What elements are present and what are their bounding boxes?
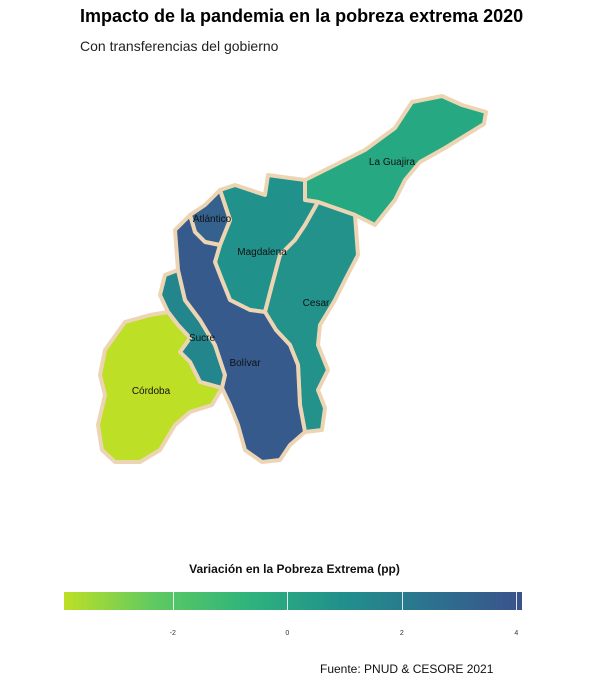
legend-tick-label: 2 — [399, 630, 404, 637]
region-label-cesar: Cesar — [303, 298, 330, 309]
legend-colorbar — [64, 592, 522, 610]
legend-tick-mark — [172, 592, 174, 610]
region-label-la-guajira: La Guajira — [369, 157, 416, 168]
legend-tick-mark — [516, 592, 518, 610]
choropleth-map: La Guajira Atlántico Magdalena Cesar Suc… — [96, 94, 488, 464]
source-note: Fuente: PNUD & CESORE 2021 — [320, 662, 494, 676]
map-subtitle: Con transferencias del gobierno — [80, 38, 279, 54]
legend-tick-mark — [401, 592, 403, 610]
region-label-atlantico: Atlántico — [193, 214, 232, 225]
legend-tick-label: 4 — [514, 630, 519, 637]
legend-tick-label: -2 — [169, 630, 176, 637]
region-label-bolivar: Bolívar — [229, 358, 261, 369]
region-label-sucre: Sucre — [189, 333, 216, 344]
legend-title: Variación en la Pobreza Extrema (pp) — [189, 562, 400, 576]
region-bolivar[interactable] — [173, 213, 307, 464]
region-label-cordoba: Córdoba — [132, 386, 171, 397]
map-title: Impacto de la pandemia en la pobreza ext… — [80, 6, 524, 26]
region-cesar[interactable] — [263, 200, 360, 434]
legend-tick-mark — [287, 592, 289, 610]
region-label-magdalena: Magdalena — [237, 247, 287, 258]
region-cordoba[interactable] — [96, 310, 224, 464]
legend-tick-label: 0 — [285, 630, 290, 637]
